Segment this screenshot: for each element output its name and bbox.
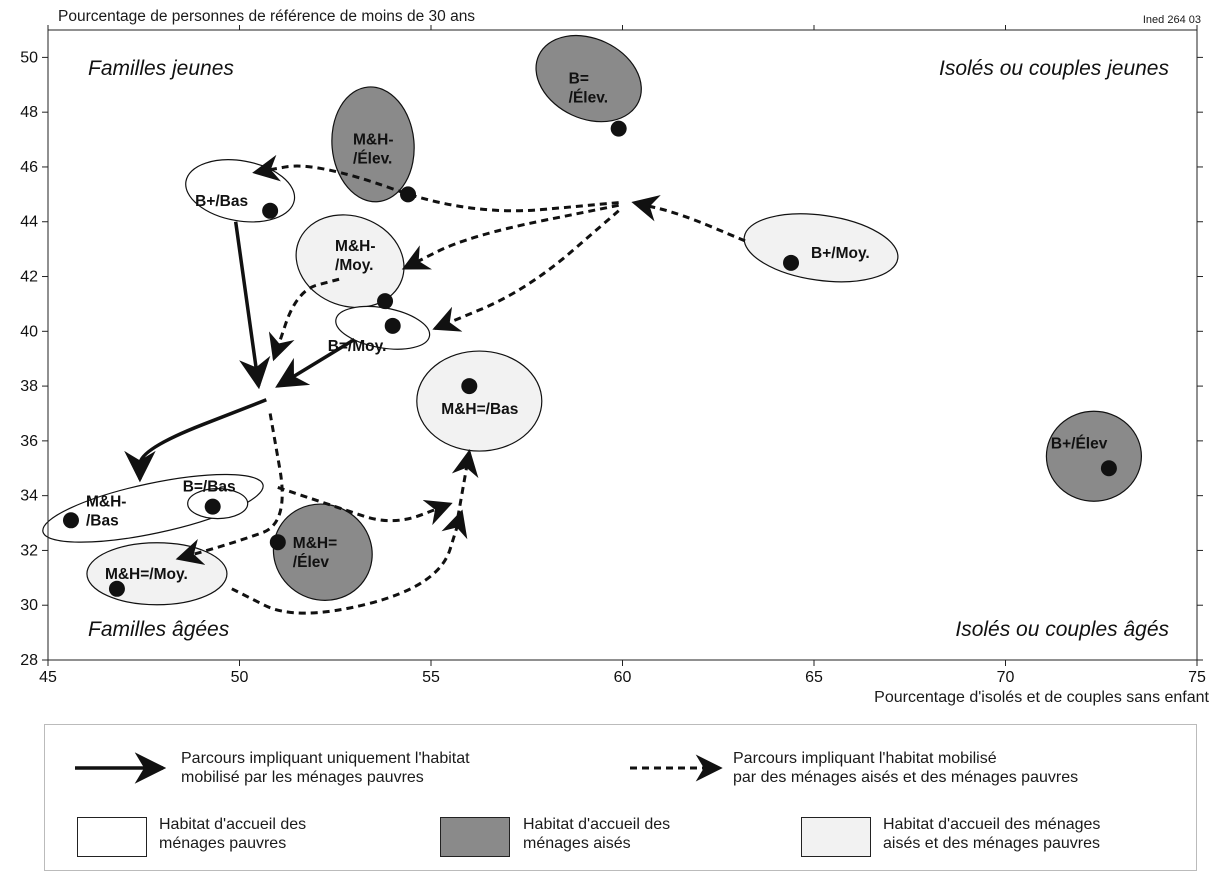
y-axis-title: Pourcentage de personnes de référence de… — [58, 8, 476, 25]
point-label-9: B=/Bas — [183, 479, 236, 496]
point-label-11: M&H=/Moy. — [105, 566, 188, 583]
trajectory-solid-2 — [124, 398, 267, 483]
trajectory-dashed-4 — [252, 154, 619, 213]
y-tick-label: 46 — [20, 159, 38, 176]
trajectory-dashed-9 — [277, 486, 453, 526]
habitat-zone-1 — [331, 86, 415, 203]
point-label-3: M&H-/Moy. — [335, 238, 375, 274]
point-dot-6 — [461, 378, 478, 395]
x-tick-label: 60 — [614, 669, 632, 686]
quadrant-bottom-right: Isolés ou couples âgés — [955, 618, 1169, 641]
point-dot-1 — [400, 186, 417, 203]
y-tick-label: 36 — [20, 433, 38, 450]
point-label-10: M&H=/Élev — [293, 535, 337, 571]
quadrant-top-right: Isolés ou couples jeunes — [939, 57, 1169, 80]
trajectory-dashed-8 — [175, 413, 284, 565]
y-tick-label: 42 — [20, 269, 38, 286]
point-dot-7 — [1100, 460, 1117, 477]
trajectory-solid-0 — [233, 221, 271, 390]
point-label-2: B=/Élev. — [569, 71, 608, 107]
habitat-zone-5 — [743, 213, 899, 283]
point-label-0: B+/Bas — [195, 193, 248, 210]
point-label-6: M&H=/Bas — [441, 401, 518, 418]
point-label-1: M&H-/Élev. — [353, 131, 393, 167]
y-tick-label: 38 — [20, 378, 38, 395]
point-dot-3 — [377, 293, 394, 310]
habitat-zone-6 — [416, 350, 543, 452]
y-tick-label: 50 — [20, 49, 38, 66]
point-label-5: B+/Moy. — [811, 245, 870, 262]
point-dot-9 — [204, 498, 221, 515]
point-dot-11 — [108, 580, 125, 597]
point-dot-0 — [262, 202, 279, 219]
trajectory-dashed-5 — [401, 203, 619, 270]
point-dot-2 — [610, 120, 627, 137]
y-tick-label: 40 — [20, 323, 38, 340]
legend-poor-text: Habitat d'accueil des ménages pauvres — [159, 816, 307, 852]
y-tick-label: 48 — [20, 104, 38, 121]
x-tick-label: 55 — [422, 669, 440, 686]
x-tick-label: 75 — [1188, 669, 1206, 686]
x-tick-label: 50 — [231, 669, 249, 686]
legend-swatch-poor — [77, 817, 147, 857]
quadrant-bottom-left: Familles âgées — [88, 618, 230, 641]
trajectory-dashed-3 — [631, 195, 746, 243]
legend-solid-text: Parcours impliquant uniquement l'habitat… — [181, 750, 470, 786]
legend-mixed-text: Habitat d'accueil des ménages aisés et d… — [883, 816, 1101, 852]
habitat-zone-7 — [1045, 410, 1143, 502]
legend-swatch-mixed — [801, 817, 871, 857]
trajectory-dashed-11 — [451, 449, 479, 518]
point-label-4: B=/Moy. — [328, 338, 387, 355]
y-tick-label: 30 — [20, 597, 38, 614]
y-tick-label: 28 — [20, 652, 38, 669]
point-dot-4 — [384, 317, 401, 334]
point-label-8: M&H-/Bas — [86, 493, 126, 529]
x-tick-label: 65 — [805, 669, 823, 686]
legend-lines — [75, 752, 723, 784]
chart-svg: B+/Bas M&H-/Élev. B=/Élev. M&H-/Moy. B=/Moy.… — [20, 25, 1206, 686]
legend-rich-text: Habitat d'accueil des ménages aisés — [523, 816, 671, 852]
trajectory-dashed-10 — [231, 509, 468, 615]
x-tick-label: 45 — [39, 669, 57, 686]
x-axis-title: Pourcentage d'isolés et de couples sans … — [874, 689, 1209, 706]
quadrant-top-left: Familles jeunes — [88, 57, 234, 80]
y-tick-label: 44 — [20, 214, 38, 231]
x-tick-label: 70 — [997, 669, 1015, 686]
point-dot-5 — [783, 254, 800, 271]
legend-swatch-rich — [440, 817, 510, 857]
figure-reference: Ined 264 03 — [1142, 14, 1201, 26]
habitat-zone-0 — [185, 159, 296, 223]
legend-dashed-text: Parcours impliquant l'habitat mobilisé p… — [733, 750, 1079, 786]
trajectory-solid-1 — [275, 338, 356, 388]
y-tick-label: 34 — [20, 488, 38, 505]
legend: Parcours impliquant uniquement l'habitat… — [44, 724, 1197, 871]
point-label-7: B+/Élev — [1051, 435, 1108, 452]
trajectory-dashed-7 — [268, 277, 340, 362]
y-tick-label: 32 — [20, 542, 38, 559]
trajectory-dashed-6 — [432, 209, 620, 332]
point-dot-8 — [62, 512, 79, 529]
point-dot-10 — [269, 534, 286, 551]
habitat-zone-2 — [535, 34, 642, 123]
